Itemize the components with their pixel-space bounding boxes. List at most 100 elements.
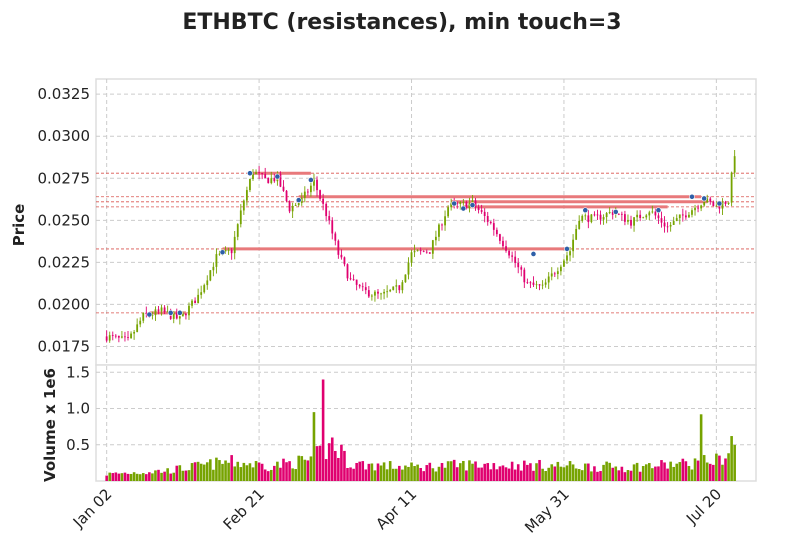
volume-axis-ticks: 0.5 1.0 1.5	[66, 363, 90, 454]
volume-bar	[221, 463, 224, 481]
candle-body	[133, 331, 136, 334]
volume-bar	[334, 450, 337, 481]
candle-body	[553, 273, 556, 275]
volume-bar	[145, 474, 148, 481]
candle-body	[389, 289, 392, 292]
candle-body	[117, 335, 120, 338]
volume-bar	[498, 466, 502, 481]
candle-body	[523, 269, 526, 283]
volume-bar	[562, 467, 566, 481]
candle-body	[203, 285, 206, 293]
volume-bar	[291, 468, 294, 481]
candle-body	[538, 284, 541, 286]
candle-body	[407, 262, 410, 275]
candle-body	[252, 174, 254, 179]
candle-body	[245, 190, 248, 201]
candle-body	[160, 307, 163, 311]
candle-body	[233, 236, 236, 254]
candle-body	[654, 211, 657, 216]
candle-body	[447, 207, 450, 217]
candle-body	[541, 284, 544, 286]
volume-bar	[391, 468, 395, 481]
candle-body	[337, 240, 340, 255]
candle-body	[620, 213, 623, 215]
volume-bar	[672, 466, 675, 481]
volume-bar	[269, 469, 273, 481]
candle-body	[111, 335, 114, 336]
volume-bar	[263, 469, 267, 481]
candle-body	[517, 263, 520, 268]
volume-bar	[516, 464, 520, 481]
volume-bar	[141, 473, 145, 481]
candle-body	[465, 202, 468, 209]
candle-body	[398, 285, 401, 291]
candle-body	[477, 207, 480, 211]
volume-panel	[95, 364, 757, 482]
volume-bar	[519, 470, 523, 481]
candle-body	[386, 291, 389, 293]
touch-marker	[247, 170, 253, 177]
volume-bar	[526, 464, 529, 481]
volume-bar	[513, 469, 517, 481]
volume-bar	[123, 472, 127, 481]
candle-body	[105, 336, 108, 341]
candle-body	[422, 251, 425, 252]
candle-body	[672, 220, 675, 225]
candle-body	[227, 249, 230, 251]
price-tick-label: 0.0300	[38, 127, 91, 145]
candle-body	[218, 253, 221, 255]
grid-lines	[96, 79, 756, 481]
candle-body	[319, 190, 321, 199]
volume-bar	[187, 470, 191, 481]
candle-body	[383, 291, 385, 294]
touch-marker	[308, 177, 314, 183]
volume-bar	[462, 460, 465, 481]
candle-body	[300, 197, 303, 203]
volume-bar	[486, 463, 490, 481]
candle-body	[188, 305, 190, 316]
volume-bar	[431, 468, 435, 481]
volume-bar	[535, 463, 538, 481]
volume-bar	[321, 379, 325, 481]
candle-body	[657, 215, 660, 219]
touch-marker	[295, 197, 302, 204]
candle-body	[172, 312, 175, 319]
touch-marker	[469, 202, 476, 209]
volume-bar	[523, 460, 526, 481]
volume-bar	[248, 463, 252, 481]
volume-bar	[596, 471, 599, 481]
volume-bar	[705, 462, 709, 481]
volume-bar	[273, 465, 276, 481]
volume-bar	[495, 469, 499, 481]
candle-body	[127, 337, 129, 338]
volume-bar	[465, 470, 468, 481]
volume-bar	[654, 466, 657, 481]
volume-bar	[620, 466, 624, 481]
volume-bar	[693, 458, 697, 481]
volume-bars	[105, 379, 736, 481]
candle-body	[514, 256, 517, 264]
volume-bar	[489, 469, 493, 481]
volume-bar	[361, 461, 365, 481]
touch-marker	[582, 207, 589, 214]
volume-bar	[425, 465, 429, 481]
volume-bar	[300, 456, 304, 481]
candle-body	[639, 214, 642, 219]
volume-bar	[169, 473, 172, 481]
volume-bar	[294, 469, 297, 481]
candle-body	[313, 179, 315, 186]
candle-body	[425, 251, 428, 253]
volume-bar	[657, 466, 660, 481]
volume-bar	[315, 446, 319, 481]
volume-bar	[583, 463, 587, 481]
candle-body	[633, 217, 635, 226]
volume-bar	[154, 470, 157, 481]
volume-bar	[468, 460, 471, 481]
candle-body	[325, 203, 328, 217]
volume-bar	[239, 467, 243, 481]
candle-body	[450, 203, 453, 208]
volume-bar	[312, 412, 316, 481]
volume-bar	[480, 467, 483, 481]
candle-body	[569, 251, 571, 256]
volume-bar	[346, 467, 349, 481]
